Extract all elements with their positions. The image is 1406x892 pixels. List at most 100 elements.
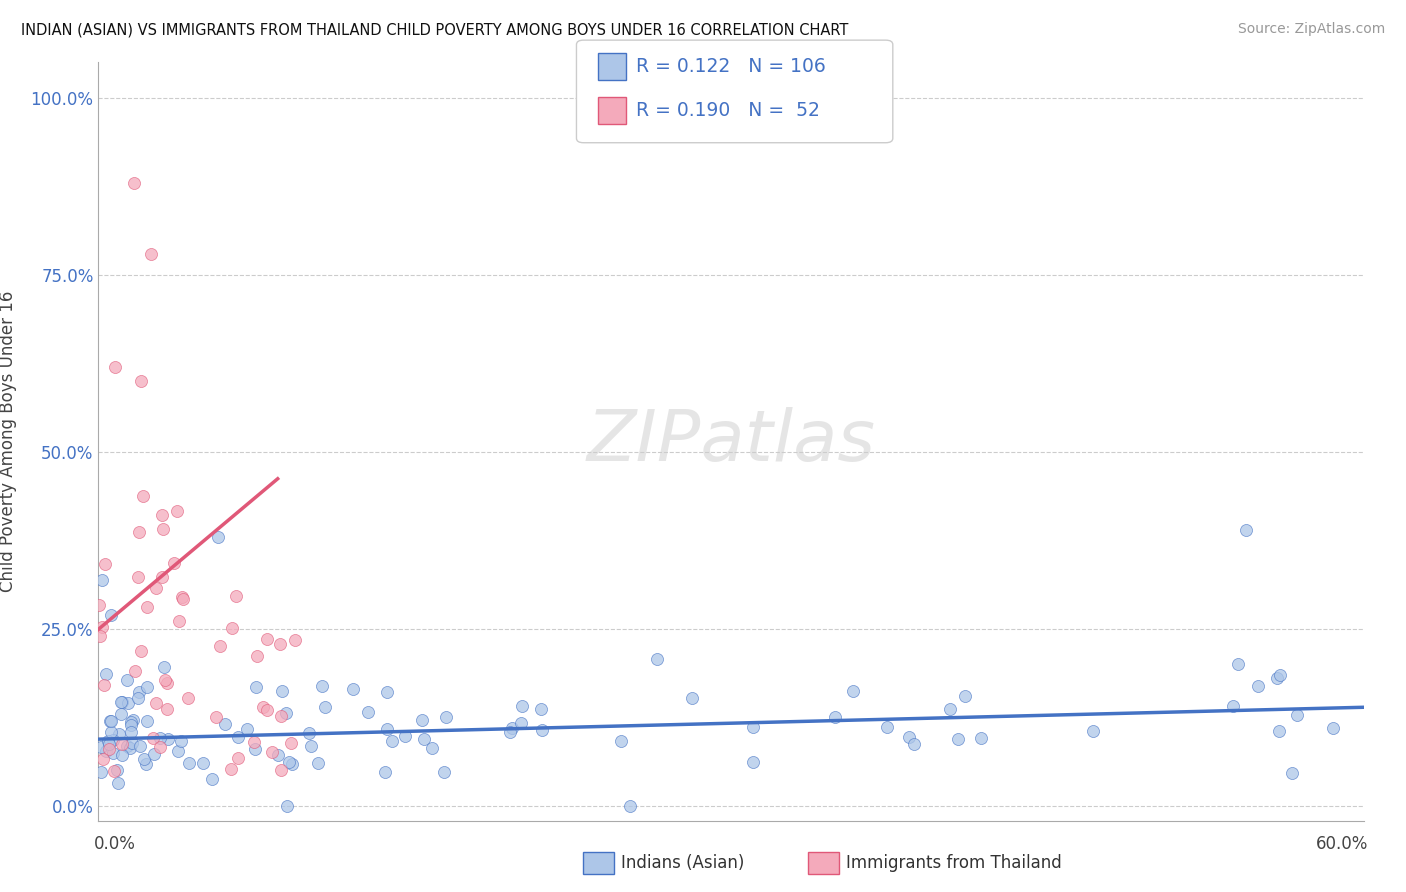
Point — [307, 756, 329, 770]
Point — [824, 710, 846, 724]
Point — [357, 705, 380, 719]
Point — [207, 530, 229, 544]
Point — [150, 508, 173, 522]
Point — [98, 714, 121, 729]
Point — [104, 360, 127, 375]
Point — [243, 742, 266, 756]
Point — [278, 755, 301, 769]
Point — [299, 739, 322, 753]
Point — [876, 720, 898, 734]
Point — [94, 666, 117, 681]
Point — [375, 685, 398, 699]
Point — [953, 689, 976, 703]
Point — [150, 570, 173, 584]
Point — [226, 730, 249, 744]
Point — [681, 691, 703, 706]
Point — [270, 709, 292, 723]
Point — [177, 691, 200, 706]
Point — [225, 589, 247, 603]
Point — [100, 608, 122, 623]
Point — [411, 713, 433, 727]
Point — [214, 717, 236, 731]
Point — [132, 489, 155, 503]
Point — [1265, 671, 1288, 685]
Point — [156, 702, 179, 716]
Point — [1285, 708, 1308, 723]
Point — [128, 524, 150, 539]
Point — [127, 570, 149, 584]
Point — [898, 731, 921, 745]
Point — [422, 741, 444, 756]
Point — [135, 600, 157, 615]
Point — [135, 757, 157, 772]
Point — [1222, 699, 1244, 714]
Point — [1083, 724, 1105, 739]
Point — [271, 684, 294, 698]
Point — [530, 702, 553, 716]
Point — [1234, 523, 1257, 537]
Point — [91, 573, 114, 587]
Point — [274, 706, 297, 720]
Point — [311, 679, 333, 693]
Point — [510, 698, 533, 713]
Point — [90, 764, 112, 779]
Point — [145, 581, 167, 595]
Point — [252, 700, 274, 714]
Point — [1322, 721, 1344, 735]
Point — [103, 733, 125, 747]
Point — [118, 741, 141, 756]
Point — [281, 756, 304, 771]
Point — [94, 744, 117, 758]
Text: Source: ZipAtlas.com: Source: ZipAtlas.com — [1237, 22, 1385, 37]
Point — [100, 714, 122, 728]
Point — [219, 762, 242, 776]
Point — [246, 648, 269, 663]
Point — [93, 558, 115, 572]
Point — [97, 737, 120, 751]
Point — [90, 739, 112, 754]
Point — [107, 727, 129, 741]
Point — [136, 680, 159, 694]
Point — [276, 799, 298, 814]
Point — [498, 724, 520, 739]
Point — [120, 718, 142, 732]
Point — [434, 710, 457, 724]
Point — [149, 731, 172, 745]
Point — [143, 747, 166, 761]
Point — [245, 681, 267, 695]
Point — [169, 614, 191, 628]
Point — [939, 702, 962, 716]
Text: 0.0%: 0.0% — [94, 835, 136, 853]
Point — [90, 619, 112, 633]
Point — [120, 725, 142, 739]
Point — [280, 736, 302, 750]
Point — [609, 733, 631, 747]
Point — [433, 764, 456, 779]
Point — [619, 799, 641, 814]
Point — [97, 733, 120, 747]
Text: 60.0%: 60.0% — [1316, 835, 1368, 853]
Point — [842, 683, 865, 698]
Point — [948, 731, 970, 746]
Point — [270, 764, 292, 778]
Point — [742, 755, 765, 769]
Point — [163, 557, 186, 571]
Point — [412, 731, 434, 746]
Point — [124, 176, 146, 190]
Point — [115, 673, 138, 687]
Point — [152, 522, 174, 536]
Point — [510, 715, 533, 730]
Point — [1270, 668, 1292, 682]
Point — [117, 696, 139, 710]
Point — [156, 731, 179, 746]
Point — [156, 675, 179, 690]
Point — [128, 684, 150, 698]
Point — [132, 752, 155, 766]
Point — [120, 715, 142, 730]
Point — [127, 690, 149, 705]
Point — [1268, 723, 1291, 738]
Point — [111, 748, 134, 763]
Point — [110, 695, 132, 709]
Point — [91, 752, 114, 766]
Text: Indians (Asian): Indians (Asian) — [621, 854, 745, 871]
